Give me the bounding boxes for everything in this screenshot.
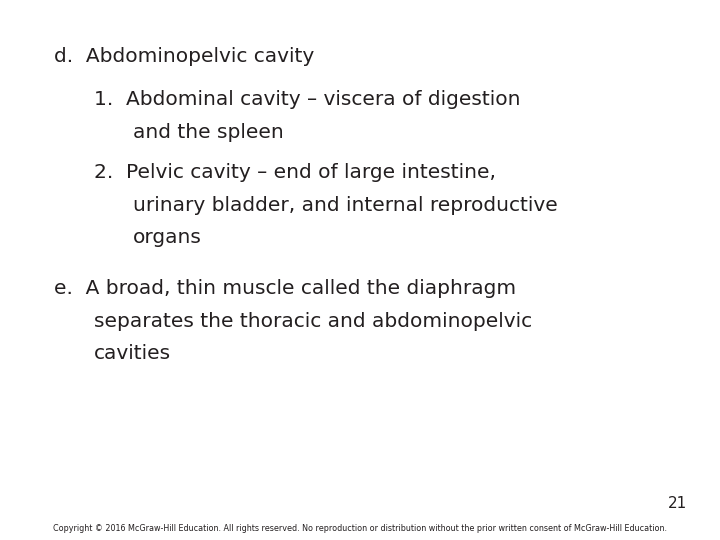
Text: cavities: cavities (94, 344, 171, 363)
Text: separates the thoracic and abdominopelvic: separates the thoracic and abdominopelvi… (94, 312, 532, 331)
Text: and the spleen: and the spleen (133, 123, 284, 142)
Text: d.  Abdominopelvic cavity: d. Abdominopelvic cavity (54, 47, 314, 66)
Text: urinary bladder, and internal reproductive: urinary bladder, and internal reproducti… (133, 195, 558, 215)
Text: 21: 21 (668, 496, 688, 511)
Text: organs: organs (133, 228, 202, 247)
Text: 1.  Abdominal cavity – viscera of digestion: 1. Abdominal cavity – viscera of digesti… (94, 90, 520, 110)
Text: 2.  Pelvic cavity – end of large intestine,: 2. Pelvic cavity – end of large intestin… (94, 163, 495, 183)
Text: e.  A broad, thin muscle called the diaphragm: e. A broad, thin muscle called the diaph… (54, 279, 516, 299)
Text: Copyright © 2016 McGraw-Hill Education. All rights reserved. No reproduction or : Copyright © 2016 McGraw-Hill Education. … (53, 524, 667, 532)
